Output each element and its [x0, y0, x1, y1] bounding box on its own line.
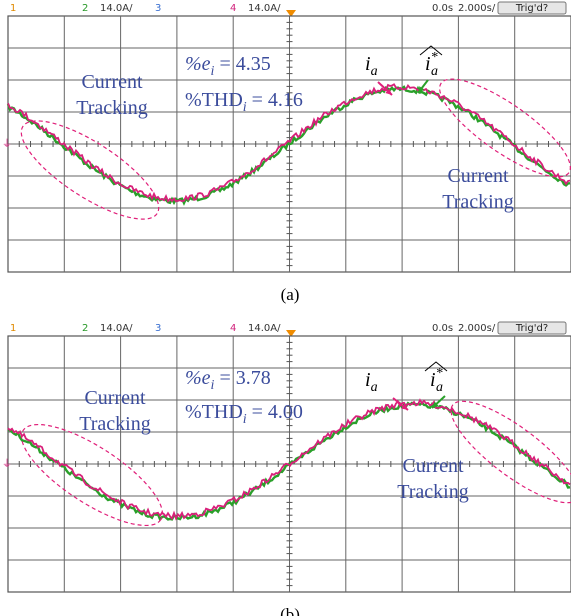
tracking-label: Tracking — [397, 481, 468, 503]
ground-marker: ⏚ — [2, 458, 12, 470]
tracking-label: Tracking — [442, 191, 513, 213]
annotation-part: a — [371, 380, 378, 395]
tracking-label: Tracking — [79, 413, 150, 435]
trigger-label: Trig'd? — [515, 323, 548, 334]
header-label: 2.000s/ — [458, 323, 496, 334]
tracking-label: Current — [84, 387, 146, 409]
annotation-part: = 4.16 — [247, 89, 303, 111]
header-label: 1 — [10, 323, 16, 334]
header-label: 2 — [82, 3, 88, 14]
header-label: 14.0A/ — [248, 323, 281, 334]
header-label: 3 — [155, 323, 161, 334]
tracking-label: Current — [81, 71, 143, 93]
annotation-part: a — [371, 64, 378, 79]
annotation-part: = 3.78 — [214, 367, 270, 389]
header-label: 14.0A/ — [100, 3, 133, 14]
annotation-part: = 4.00 — [247, 401, 303, 423]
header-label: 2.000s/ — [458, 3, 496, 14]
annotation-part: a — [436, 380, 443, 395]
annotation-part: * — [436, 366, 443, 381]
reference-label: i*a — [425, 50, 438, 79]
figure: 1214.0A/3414.0A/0.0s2.000s/Trig'd?⏚%ei =… — [0, 0, 571, 616]
header-label: 2 — [82, 323, 88, 334]
annotation-part: %THD — [185, 401, 243, 423]
tracking-label: Current — [402, 455, 464, 477]
tracking-label: Current — [447, 165, 509, 187]
caption: (b) — [280, 605, 300, 616]
header-label: 14.0A/ — [248, 3, 281, 14]
header-label: 1 — [10, 3, 16, 14]
page: {"panels": [ {"header": {"ch1": "1", "ch… — [0, 0, 571, 616]
ground-marker: ⏚ — [2, 138, 12, 150]
trigger-label: Trig'd? — [515, 3, 548, 14]
annotation-part: a — [431, 64, 438, 79]
header-label: 4 — [230, 3, 236, 14]
tracking-label: Tracking — [76, 97, 147, 119]
header-label: 0.0s — [432, 323, 453, 334]
header-label: 0.0s — [432, 3, 453, 14]
header-label: 3 — [155, 3, 161, 14]
annotation-part: %e — [185, 367, 211, 389]
reference-label: i*a — [430, 366, 443, 395]
header-label: 4 — [230, 323, 236, 334]
header-label: 14.0A/ — [100, 323, 133, 334]
annotation-part: %e — [185, 53, 211, 75]
caption: (a) — [281, 285, 300, 304]
annotation-part: = 4.35 — [214, 53, 270, 75]
annotation-part: * — [431, 50, 438, 65]
annotation-part: %THD — [185, 89, 243, 111]
